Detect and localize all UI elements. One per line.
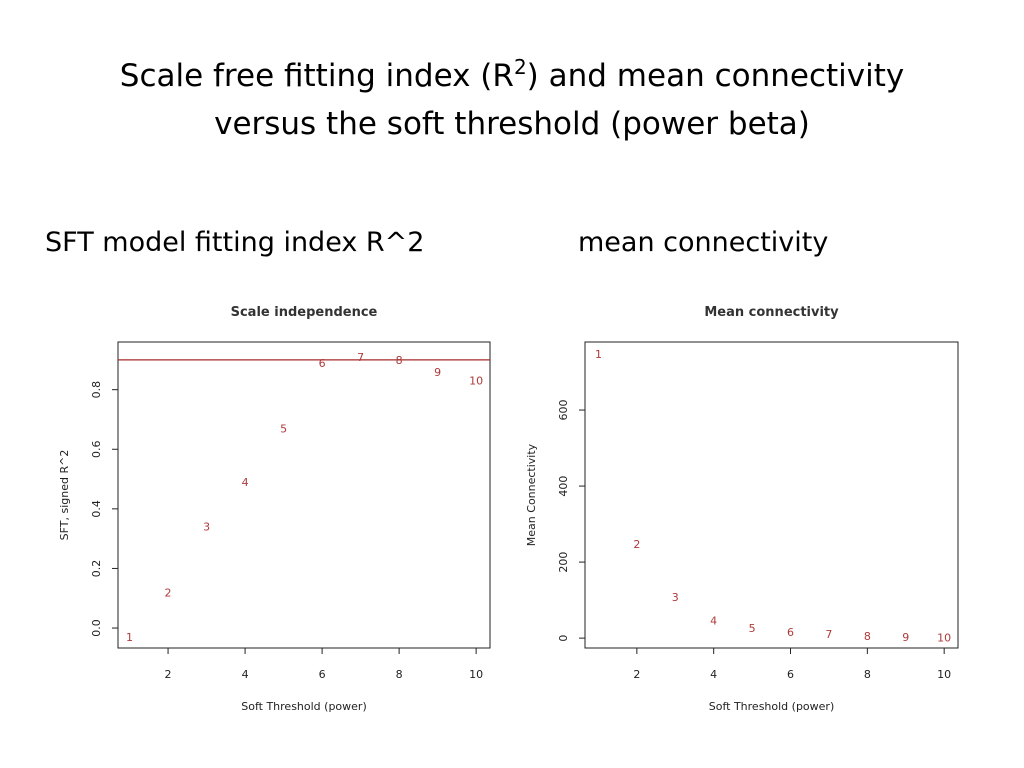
slide-title: versus the soft threshold (power beta) [214,106,810,142]
x-tick-label: 4 [710,668,717,681]
point-label: 10 [469,375,483,388]
y-tick-label: 400 [557,476,570,497]
y-axis-label: SFT, signed R^2 [58,450,71,541]
y-tick-label: 600 [557,400,570,421]
x-tick-label: 8 [864,668,871,681]
point-label: 7 [357,351,364,364]
x-tick-label: 6 [319,668,326,681]
title-text: ) and mean connectivity [527,58,905,94]
y-tick-label: 0.4 [90,500,103,518]
point-label: 9 [902,631,909,644]
y-axis-label: Mean Connectivity [525,443,538,546]
x-tick-label: 6 [787,668,794,681]
x-tick-label: 2 [633,668,640,681]
point-label: 6 [787,626,794,639]
heading: mean connectivity [578,227,828,258]
point-label: 9 [434,366,441,379]
point-label: 8 [864,630,871,643]
point-label: 6 [319,357,326,370]
point-label: 5 [749,622,756,635]
y-tick-label: 0.8 [90,381,103,399]
point-label: 7 [825,628,832,641]
point-label: 10 [937,631,951,644]
title-text: Scale free fitting index (R [120,58,514,94]
chart-title: Mean connectivity [704,305,839,320]
point-label: 4 [242,476,249,489]
x-tick-label: 8 [396,668,403,681]
y-tick-label: 0.2 [90,560,103,578]
y-tick-label: 0 [557,635,570,642]
x-tick-label: 2 [165,668,172,681]
y-tick-label: 200 [557,552,570,573]
point-label: 8 [396,354,403,367]
heading: SFT model fitting index R^2 [45,227,424,258]
x-tick-label: 10 [937,668,951,681]
point-label: 1 [126,631,133,644]
x-tick-label: 10 [469,668,483,681]
point-label: 3 [203,521,210,534]
plot-frame [584,341,959,649]
slide-title: Scale free fitting index (R2) and mean c… [120,55,904,94]
x-axis-label: Soft Threshold (power) [709,700,835,713]
y-tick-label: 0.6 [90,441,103,459]
chart-title: Scale independence [231,305,378,320]
x-tick-label: 4 [242,668,249,681]
point-label: 2 [633,538,640,551]
point-label: 2 [165,586,172,599]
point-label: 3 [672,591,679,604]
plot-frame [117,341,491,649]
point-label: 1 [595,348,602,361]
point-label: 4 [710,614,717,627]
point-label: 5 [280,422,287,435]
x-axis-label: Soft Threshold (power) [241,700,367,713]
title-superscript: 2 [514,55,527,79]
y-tick-label: 0.0 [90,619,103,637]
